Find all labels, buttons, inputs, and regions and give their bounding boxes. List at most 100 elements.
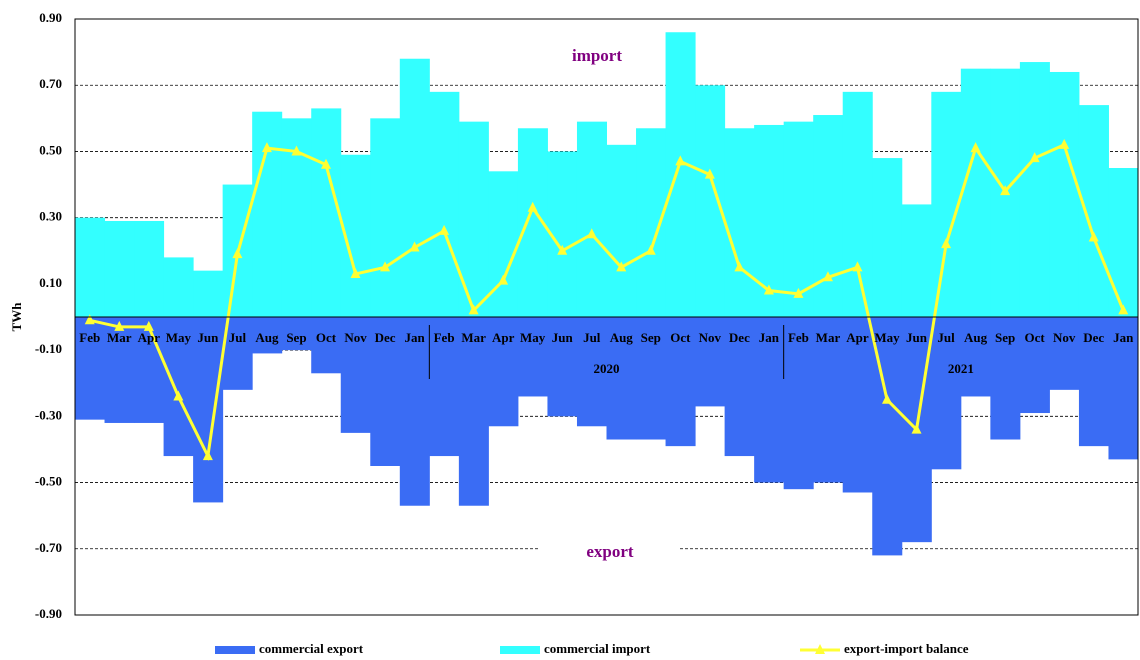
bar <box>399 58 430 317</box>
bar <box>370 317 401 466</box>
bar <box>1019 62 1050 317</box>
x-tick-label: May <box>520 330 546 345</box>
annotation: export <box>586 542 634 561</box>
x-tick-label: Mar <box>816 330 841 345</box>
bar <box>458 121 489 318</box>
marker <box>409 241 420 252</box>
annotation: import <box>572 46 622 65</box>
bar <box>75 217 106 317</box>
bar <box>75 317 106 420</box>
bar <box>695 85 726 317</box>
x-tick-label: Jun <box>197 330 219 345</box>
bar <box>1108 168 1139 317</box>
x-tick-label: Nov <box>344 330 367 345</box>
bar <box>134 220 165 317</box>
marker <box>261 142 272 153</box>
x-tick-label: Oct <box>316 330 337 345</box>
y-tick-label: 0.50 <box>39 142 62 157</box>
marker <box>498 274 509 285</box>
marker <box>557 244 568 255</box>
marker <box>645 244 656 255</box>
marker <box>675 155 686 166</box>
x-tick-label: May <box>166 330 192 345</box>
x-tick-label: Feb <box>788 330 809 345</box>
bar <box>1049 71 1080 317</box>
bar <box>754 317 785 483</box>
bar <box>960 317 991 397</box>
legend-swatch <box>500 646 540 654</box>
bar <box>399 317 430 506</box>
bar <box>606 317 637 440</box>
marker <box>84 314 95 325</box>
bar <box>960 68 991 318</box>
x-tick-label: Jul <box>583 330 601 345</box>
bar <box>488 171 519 317</box>
x-tick-label: Jan <box>1113 330 1134 345</box>
bar <box>576 317 607 427</box>
legend-label: commercial import <box>544 641 651 656</box>
marker <box>822 271 833 282</box>
bar <box>458 317 489 506</box>
marker <box>527 201 538 212</box>
x-tick-label: Feb <box>434 330 455 345</box>
bar <box>754 124 785 317</box>
x-tick-label: Apr <box>846 330 869 345</box>
y-tick-label: -0.90 <box>35 606 62 621</box>
x-tick-label: Nov <box>699 330 722 345</box>
bar <box>724 317 755 457</box>
bar <box>636 317 667 440</box>
bar <box>311 317 342 374</box>
legend-label: export-import balance <box>844 641 969 656</box>
legend-marker <box>815 644 825 654</box>
x-tick-label: Nov <box>1053 330 1076 345</box>
marker <box>291 145 302 156</box>
bar <box>813 115 844 318</box>
bar <box>1108 317 1139 460</box>
bar <box>931 317 962 470</box>
x-tick-label: Jun <box>906 330 928 345</box>
y-tick-label: 0.70 <box>39 76 62 91</box>
x-tick-label: Mar <box>107 330 132 345</box>
x-tick-label: Jul <box>229 330 247 345</box>
marker <box>704 168 715 179</box>
marker <box>202 450 213 461</box>
legend-swatch <box>215 646 255 654</box>
bar <box>606 144 637 317</box>
year-label: 2021 <box>948 361 974 376</box>
bar <box>1049 317 1080 390</box>
marker <box>143 320 154 331</box>
marker <box>852 261 863 272</box>
y-tick-label: 0.90 <box>39 10 62 25</box>
bar <box>193 317 224 503</box>
bar <box>429 317 460 457</box>
bar <box>665 32 696 317</box>
bar <box>517 317 548 397</box>
marker <box>882 393 893 404</box>
marker <box>586 228 597 239</box>
year-label: 2020 <box>594 361 620 376</box>
marker <box>114 320 125 331</box>
bar <box>842 91 873 317</box>
marker <box>616 261 627 272</box>
bar <box>104 317 135 423</box>
y-tick-label: -0.50 <box>35 474 62 489</box>
bar <box>842 317 873 493</box>
overlay: Feb Mar Apr May Jun Jul Aug Sep Oct Nov Dec Jan Feb M… <box>74 18 1139 616</box>
bar <box>695 317 726 407</box>
x-tick-label: Jul <box>937 330 955 345</box>
bar <box>163 257 194 317</box>
bar <box>193 270 224 317</box>
y-tick-label: -0.30 <box>35 407 62 422</box>
bar <box>783 121 814 318</box>
y-tick-label: 0.10 <box>39 275 62 290</box>
bar <box>104 220 135 317</box>
x-tick-label: Apr <box>492 330 515 345</box>
x-tick-label: Jun <box>552 330 574 345</box>
bar <box>163 317 194 457</box>
marker <box>941 238 952 249</box>
bar <box>990 317 1021 440</box>
marker <box>1118 304 1129 315</box>
x-tick-label: Dec <box>729 330 750 345</box>
x-tick-label: Oct <box>670 330 691 345</box>
